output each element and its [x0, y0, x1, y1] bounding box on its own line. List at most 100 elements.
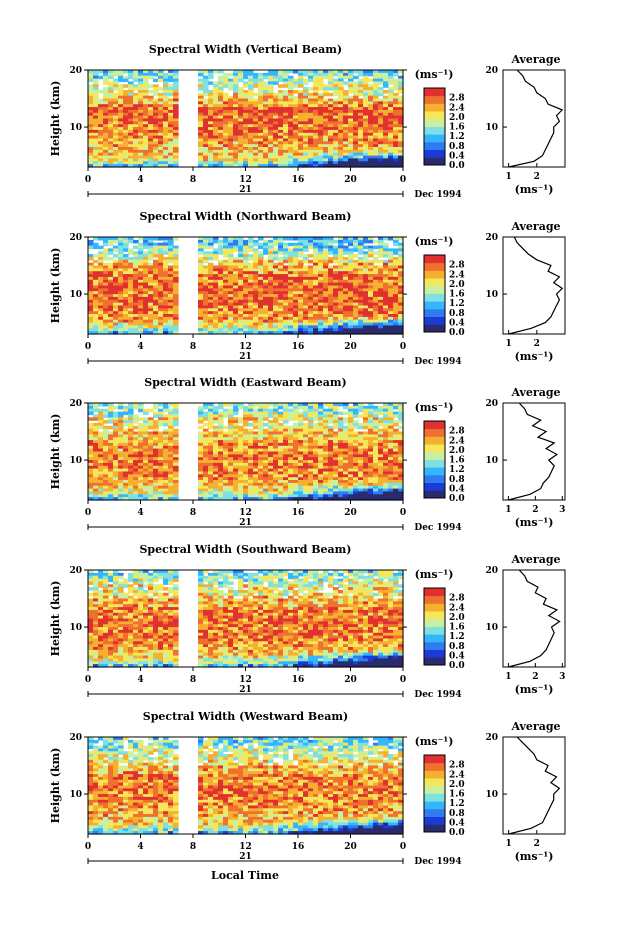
- heatmap-cell: [348, 98, 354, 102]
- heatmap-cell: [303, 299, 309, 304]
- heatmap-cell: [308, 78, 314, 83]
- heatmap-cell: [358, 248, 364, 252]
- heatmap-cell: [308, 268, 314, 272]
- heatmap-cell: [338, 70, 344, 74]
- heatmap-cell: [268, 70, 274, 74]
- heatmap-cell: [228, 87, 234, 91]
- heatmap-cell: [348, 81, 354, 85]
- heatmap-cell: [243, 138, 249, 142]
- heatmap-cell: [153, 251, 159, 255]
- heatmap-cell: [238, 75, 244, 80]
- heatmap-cell: [98, 107, 104, 111]
- heatmap-cell: [253, 265, 259, 269]
- heatmap-cell: [118, 92, 124, 97]
- heatmap-cell: [228, 127, 234, 131]
- heatmap-cell: [273, 164, 279, 168]
- heatmap-cell: [273, 147, 279, 151]
- heatmap-cell: [363, 152, 369, 157]
- heatmap-cell: [388, 109, 394, 114]
- heatmap-cell: [148, 164, 154, 168]
- heatmap-cell: [228, 78, 234, 83]
- heatmap-cell: [228, 141, 234, 145]
- heatmap-cell: [338, 276, 344, 281]
- heatmap-cell: [358, 164, 364, 168]
- heatmap-cell: [158, 242, 164, 247]
- heatmap-cell: [258, 152, 264, 157]
- heatmap-cell: [343, 135, 349, 140]
- heatmap-cell: [123, 147, 129, 151]
- heatmap-cell: [153, 414, 159, 418]
- heatmap-cell: [243, 242, 249, 247]
- heatmap-cell: [323, 257, 329, 261]
- heatmap-cell: [198, 101, 204, 105]
- heatmap-cell: [323, 254, 329, 258]
- heatmap-cell: [303, 132, 309, 137]
- heatmap-cell: [253, 302, 259, 307]
- heatmap-cell: [363, 121, 369, 125]
- heatmap-cell: [268, 164, 274, 168]
- heatmap-cell: [103, 144, 109, 148]
- heatmap-cell: [218, 70, 224, 74]
- heatmap-cell: [153, 118, 159, 122]
- heatmap-cell: [313, 302, 319, 307]
- heatmap-cell: [108, 147, 114, 151]
- heatmap-cell: [273, 138, 279, 142]
- heatmap-cell: [163, 291, 169, 295]
- heatmap-cell: [228, 161, 234, 165]
- heatmap-cell: [293, 147, 299, 151]
- heatmap-cell: [293, 112, 299, 117]
- heatmap-cell: [168, 138, 174, 142]
- heatmap-cell: [383, 158, 389, 162]
- heatmap-cell: [88, 305, 94, 309]
- heatmap-cell: [113, 285, 119, 289]
- heatmap-cell: [328, 294, 334, 298]
- heatmap-cell: [118, 95, 124, 100]
- heatmap-cell: [288, 109, 294, 114]
- heatmap-cell: [293, 158, 299, 162]
- heatmap-cell: [143, 115, 149, 120]
- heatmap-cell: [358, 129, 364, 134]
- heatmap-cell: [158, 288, 164, 292]
- heatmap-cell: [93, 299, 99, 304]
- heatmap-cell: [143, 285, 149, 289]
- heatmap-cell: [323, 115, 329, 120]
- heatmap-cell: [153, 141, 159, 145]
- heatmap-cell: [228, 296, 234, 301]
- heatmap-cell: [338, 138, 344, 142]
- heatmap-cell: [378, 242, 384, 247]
- heatmap-cell: [103, 104, 109, 108]
- heatmap-cell: [398, 245, 404, 250]
- heatmap-cell: [288, 95, 294, 100]
- heatmap-cell: [383, 149, 389, 154]
- colorbar-tick-label: 2.0: [449, 113, 465, 123]
- heatmap-cell: [298, 121, 304, 125]
- heatmap-cell: [348, 296, 354, 301]
- heatmap-cell: [313, 279, 319, 284]
- heatmap-cell: [138, 265, 144, 269]
- heatmap-cell: [273, 72, 279, 77]
- heatmap-cell: [208, 294, 214, 298]
- heatmap-cell: [293, 121, 299, 125]
- heatmap-cell: [118, 302, 124, 307]
- heatmap-cell: [373, 98, 379, 102]
- heatmap-cell: [263, 259, 269, 264]
- heatmap-cell: [263, 268, 269, 272]
- heatmap-cell: [353, 158, 359, 162]
- heatmap-cell: [88, 121, 94, 125]
- heatmap-cell: [103, 294, 109, 298]
- heatmap-cell: [348, 129, 354, 134]
- heatmap-cell: [233, 132, 239, 137]
- heatmap-cell: [323, 245, 329, 250]
- heatmap-cell: [228, 155, 234, 160]
- heatmap-cell: [328, 242, 334, 247]
- heatmap-cell: [268, 104, 274, 108]
- heatmap-cell: [358, 274, 364, 278]
- x-tick-label: 0: [400, 175, 406, 185]
- heatmap-cell: [363, 78, 369, 83]
- heatmap-cell: [278, 115, 284, 120]
- heatmap-cell: [153, 104, 159, 108]
- heatmap-cell: [208, 282, 214, 287]
- heatmap-cell: [308, 254, 314, 258]
- heatmap-cell: [218, 248, 224, 252]
- heatmap-cell: [278, 75, 284, 80]
